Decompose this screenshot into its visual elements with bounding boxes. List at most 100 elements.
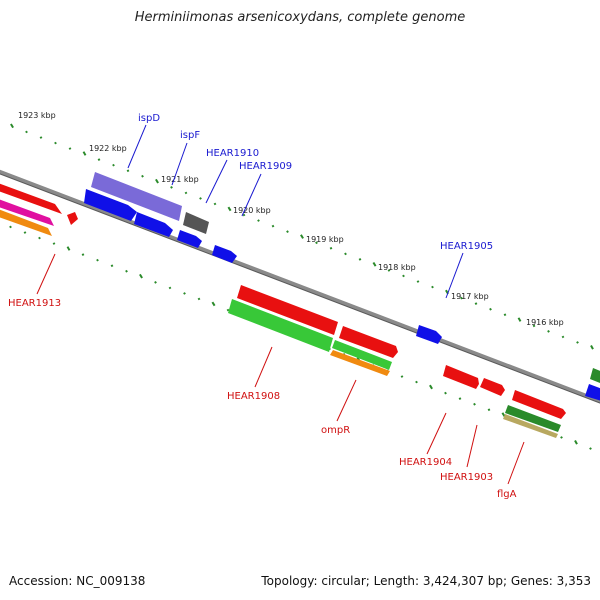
gene-feature-magenta-left[interactable] <box>0 196 54 226</box>
gene-label-HEAR1905: HEAR1905 <box>440 241 493 252</box>
gene-feature-HEAR1909[interactable] <box>212 245 237 263</box>
gene-feature-orange-left[interactable] <box>0 206 52 236</box>
lower-scale-dash <box>458 397 462 401</box>
kbp-label-1921: 1921 kbp <box>161 175 199 184</box>
gene-label-HEAR1903: HEAR1903 <box>440 472 493 483</box>
upper-scale-dash <box>489 307 492 311</box>
gene-label-HEAR1904: HEAR1904 <box>399 457 452 468</box>
gene-feature-ompR-green[interactable] <box>332 340 392 370</box>
gene-feature-flgA-khaki[interactable] <box>503 414 558 438</box>
upper-scale-dash <box>358 257 362 261</box>
leader-HEAR1909 <box>241 173 262 217</box>
gene-label-HEAR1910: HEAR1910 <box>206 148 259 159</box>
leader-HEAR1904 <box>426 412 447 455</box>
lower-scale-dash <box>487 408 491 412</box>
lower-scale-dash <box>9 225 12 229</box>
upper-scale-dash <box>68 147 72 150</box>
gene-feature-blue-2[interactable] <box>134 212 173 237</box>
lower-scale-dash <box>23 231 27 234</box>
leader-ispF <box>171 142 188 186</box>
upper-scale-dash <box>213 202 217 206</box>
gene-feature-blue-right[interactable] <box>585 384 600 402</box>
lower-scale-dash <box>81 253 85 257</box>
upper-scale-dash <box>344 252 347 256</box>
kbp-label-1923: 1923 kbp <box>18 111 56 120</box>
genome-backbone <box>0 169 600 404</box>
upper-scale-dash <box>474 302 478 306</box>
upper-scale-dash <box>372 261 377 267</box>
lower-scale-dash <box>183 292 186 295</box>
lower-scale-dash <box>110 264 114 268</box>
leader-HEAR1913 <box>36 253 56 295</box>
upper-scale-dash <box>387 269 391 272</box>
lower-scale-dash <box>400 375 404 378</box>
upper-scale-dash <box>517 317 522 322</box>
gene-features <box>0 172 600 438</box>
kbp-label-1916: 1916 kbp <box>526 318 564 327</box>
upper-scale-dash <box>227 206 232 212</box>
gene-feature-darkgreen-right[interactable] <box>590 368 600 385</box>
lower-scale-dash <box>574 440 578 445</box>
kbp-label-1917: 1917 kbp <box>451 292 489 301</box>
upper-scale-dash <box>460 296 463 300</box>
gene-feature-flgA-darkgreen[interactable] <box>505 405 561 432</box>
lower-scale-dash <box>66 246 71 251</box>
lower-scale-dash <box>560 436 563 439</box>
kbp-label-1918: 1918 kbp <box>378 263 416 272</box>
upper-scale-dash <box>170 185 173 189</box>
lower-scale-dash <box>154 280 157 284</box>
lower-scale-dash <box>38 236 41 240</box>
lower-scale-dash <box>139 273 143 279</box>
lower-scale-dash <box>444 391 447 395</box>
upper-scale-dash <box>242 213 246 217</box>
leader-HEAR1910 <box>205 159 228 204</box>
gene-label-HEAR1908: HEAR1908 <box>227 391 280 402</box>
gene-feature-HEAR1903[interactable] <box>480 378 505 396</box>
lower-scale-dash <box>589 447 592 450</box>
upper-scale-dash <box>271 224 275 228</box>
genome-backbone-shadow <box>0 173 600 404</box>
gene-feature-red-mid[interactable] <box>339 326 398 358</box>
upper-scale-dash <box>402 274 405 278</box>
gene-feature-ompR-orange[interactable] <box>330 350 390 376</box>
leader-ompR <box>336 379 357 422</box>
gene-feature-HEAR1905[interactable] <box>416 325 442 344</box>
lower-scale-dash <box>211 301 216 307</box>
lower-scale-dash <box>501 412 506 417</box>
gene-label-ispD: ispD <box>138 113 160 124</box>
upper-scale-dash <box>257 219 260 222</box>
upper-scale-dash <box>416 280 420 283</box>
upper-scale-dash <box>532 324 536 328</box>
upper-scale-dash <box>184 191 188 195</box>
upper-scale-dash <box>561 335 565 339</box>
upper-scale-dash <box>329 246 333 250</box>
gene-label-HEAR1913: HEAR1913 <box>8 298 61 309</box>
kbp-label-1920: 1920 kbp <box>233 206 271 215</box>
gene-feature-red-left[interactable] <box>0 180 62 214</box>
upper-scale-dash <box>300 234 304 239</box>
upper-scale-dash <box>141 174 144 178</box>
gene-feature-red-small[interactable] <box>67 212 78 225</box>
kbp-label-1919: 1919 kbp <box>306 235 344 244</box>
upper-scale-dash <box>97 158 101 162</box>
gene-feature-HEAR1908-green[interactable] <box>228 299 333 352</box>
gene-feature-ispF[interactable] <box>183 212 209 234</box>
upper-scale-dash <box>10 123 14 129</box>
upper-scale-dash <box>315 241 318 245</box>
gene-feature-red-right[interactable] <box>512 390 566 419</box>
gene-feature-HEAR1908-red[interactable] <box>237 285 338 335</box>
gene-feature-HEAR1910[interactable] <box>177 230 202 248</box>
accession-text: Accession: NC_009138 <box>9 574 146 588</box>
gene-feature-ispD[interactable] <box>91 172 182 221</box>
gene-label-HEAR1909: HEAR1909 <box>239 161 292 172</box>
kbp-label-1922: 1922 kbp <box>89 144 127 153</box>
gene-label-ispF: ispF <box>180 130 200 141</box>
topology-text: Topology: circular; Length: 3,424,307 bp… <box>261 574 591 588</box>
lower-scale-dash <box>415 380 418 384</box>
gene-label-ompR: ompR <box>321 425 350 436</box>
gene-feature-HEAR1904[interactable] <box>443 365 479 389</box>
upper-scale-dash <box>39 136 43 139</box>
gene-label-flgA: flgA <box>497 489 517 500</box>
gene-feature-blue-1[interactable] <box>84 189 137 221</box>
